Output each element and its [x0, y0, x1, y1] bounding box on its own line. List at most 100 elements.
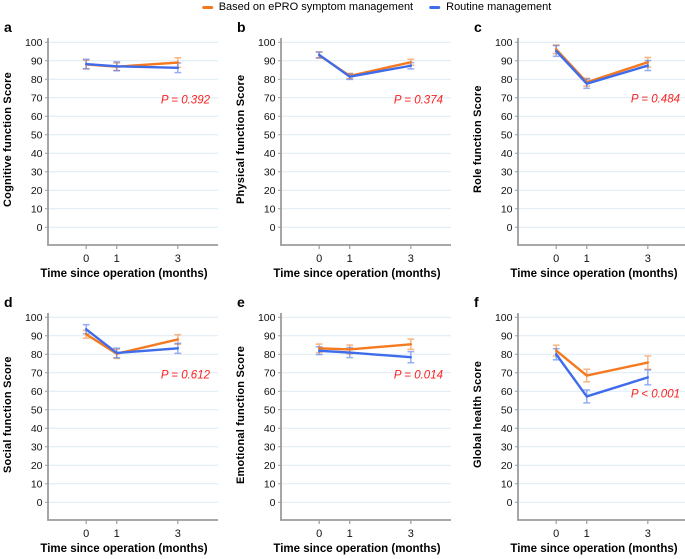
y-tick-label: 0	[37, 497, 43, 509]
y-tick-label: 50	[501, 405, 513, 417]
x-axis-title: Time since operation (months)	[510, 268, 678, 280]
y-tick-label: 70	[31, 368, 43, 380]
panel-letter: b	[237, 19, 246, 35]
gridlines	[281, 316, 451, 503]
x-tick-label: 1	[114, 528, 120, 540]
y-tick-label: 70	[501, 93, 513, 105]
y-tick-label: 40	[31, 423, 43, 435]
y-tick-label: 60	[264, 386, 276, 398]
x-tick-labels: 0 1 3	[316, 245, 414, 265]
legend: Based on ePRO symptom management Routine…	[201, 1, 551, 13]
y-axis-title: Emotional function Score	[235, 345, 247, 484]
y-tick-label: 90	[501, 56, 513, 68]
y-tick-label: 90	[501, 331, 513, 343]
y-tick-label: 60	[31, 386, 43, 398]
y-tick-labels: 0 10 20 30 40 50 60 70 80 90 100	[258, 312, 281, 509]
x-tick-label: 1	[347, 253, 353, 265]
y-tick-label: 90	[264, 56, 276, 68]
y-tick-label: 80	[264, 74, 276, 86]
x-tick-label: 0	[83, 253, 89, 265]
y-tick-label: 40	[264, 148, 276, 160]
y-tick-label: 10	[501, 479, 513, 491]
x-tick-labels: 0 1 3	[316, 520, 414, 540]
panel-d: d Social function Score 0 10 20 30 40 50 60 70 8…	[0, 289, 228, 559]
gridlines	[48, 316, 218, 503]
x-axis-title: Time since operation (months)	[40, 268, 208, 280]
y-tick-labels: 0 10 20 30 40 50 60 70 80 90 100	[258, 37, 281, 234]
panel-a: a Cognitive function Score 0 10 20 30 40 50 60…	[0, 14, 228, 284]
y-tick-label: 80	[264, 349, 276, 361]
p-value-label: P < 0.001	[631, 389, 680, 401]
series-line-epro	[554, 349, 650, 377]
p-value-label: P = 0.014	[394, 369, 443, 381]
x-tick-label: 1	[347, 528, 353, 540]
y-axis-title: Global health Score	[472, 360, 484, 469]
line-chart-a: 0 10 20 30 40 50 60 70 80 90 100 0 1 3 P = 0.392	[25, 37, 218, 265]
y-tick-labels: 0 10 20 30 40 50 60 70 80 90 100	[25, 37, 48, 234]
y-tick-label: 60	[264, 111, 276, 123]
y-tick-labels: 0 10 20 30 40 50 60 70 80 90 100	[495, 37, 518, 234]
y-tick-label: 50	[31, 405, 43, 417]
y-tick-label: 0	[270, 497, 276, 509]
y-tick-label: 40	[264, 423, 276, 435]
y-tick-label: 20	[264, 185, 276, 197]
line-chart-d: 0 10 20 30 40 50 60 70 80 90 100 0 1 3 P = 0.612	[25, 312, 218, 540]
legend-item-routine: Routine management	[429, 1, 551, 13]
y-tick-label: 30	[31, 167, 43, 179]
x-tick-label: 3	[408, 528, 414, 540]
y-tick-label: 60	[501, 386, 513, 398]
y-tick-label: 10	[264, 479, 276, 491]
series-line-routine	[317, 53, 413, 78]
epro-line-marker-icon	[201, 5, 213, 9]
y-tick-label: 30	[501, 442, 513, 454]
y-tick-label: 60	[31, 111, 43, 123]
y-tick-label: 70	[501, 368, 513, 380]
y-tick-label: 70	[31, 93, 43, 105]
line-chart-b: 0 10 20 30 40 50 60 70 80 90 100 0 1 3 P = 0.374	[258, 37, 451, 265]
x-tick-label: 3	[175, 528, 181, 540]
y-tick-label: 80	[501, 74, 513, 86]
y-tick-label: 80	[31, 74, 43, 86]
legend-label-epro: Based on ePRO symptom management	[218, 1, 414, 13]
y-tick-label: 50	[264, 130, 276, 142]
line-chart-e: 0 10 20 30 40 50 60 70 80 90 100 0 1 3 P = 0.014	[258, 312, 451, 540]
y-tick-label: 0	[37, 222, 43, 234]
y-tick-label: 90	[31, 56, 43, 68]
y-tick-label: 90	[31, 331, 43, 343]
panel-letter: e	[237, 294, 245, 310]
y-tick-label: 10	[31, 204, 43, 216]
x-tick-label: 1	[584, 528, 590, 540]
y-tick-labels: 0 10 20 30 40 50 60 70 80 90 100	[495, 312, 518, 509]
x-tick-label: 0	[553, 528, 559, 540]
series-line-routine	[317, 349, 413, 359]
y-tick-label: 70	[264, 93, 276, 105]
y-tick-label: 100	[495, 37, 513, 49]
x-tick-label: 1	[584, 253, 590, 265]
y-tick-label: 80	[31, 349, 43, 361]
x-tick-labels: 0 1 3	[553, 245, 651, 265]
series-line-routine	[84, 62, 180, 69]
series-line-routine	[554, 353, 650, 398]
y-tick-label: 20	[264, 460, 276, 472]
line-chart-c: 0 10 20 30 40 50 60 70 80 90 100 0 1 3 P = 0.484	[495, 37, 685, 265]
y-tick-label: 20	[501, 185, 513, 197]
y-tick-label: 50	[264, 405, 276, 417]
y-tick-label: 20	[31, 460, 43, 472]
y-tick-label: 70	[264, 368, 276, 380]
y-tick-label: 30	[264, 167, 276, 179]
p-value-label: P = 0.392	[161, 94, 211, 106]
x-tick-label: 1	[114, 253, 120, 265]
gridlines	[48, 41, 218, 228]
y-tick-label: 30	[264, 442, 276, 454]
gridlines	[281, 41, 451, 228]
error-bars-routine	[82, 58, 182, 74]
y-tick-label: 80	[501, 349, 513, 361]
y-tick-label: 100	[495, 312, 513, 324]
x-tick-label: 3	[175, 253, 181, 265]
panel-letter: a	[4, 19, 12, 35]
x-tick-label: 3	[645, 528, 651, 540]
y-tick-label: 0	[270, 222, 276, 234]
panel-c: c Role function Score 0 10 20 30 40 50 60 70 80 9…	[470, 14, 685, 284]
series-line-routine	[554, 49, 650, 85]
